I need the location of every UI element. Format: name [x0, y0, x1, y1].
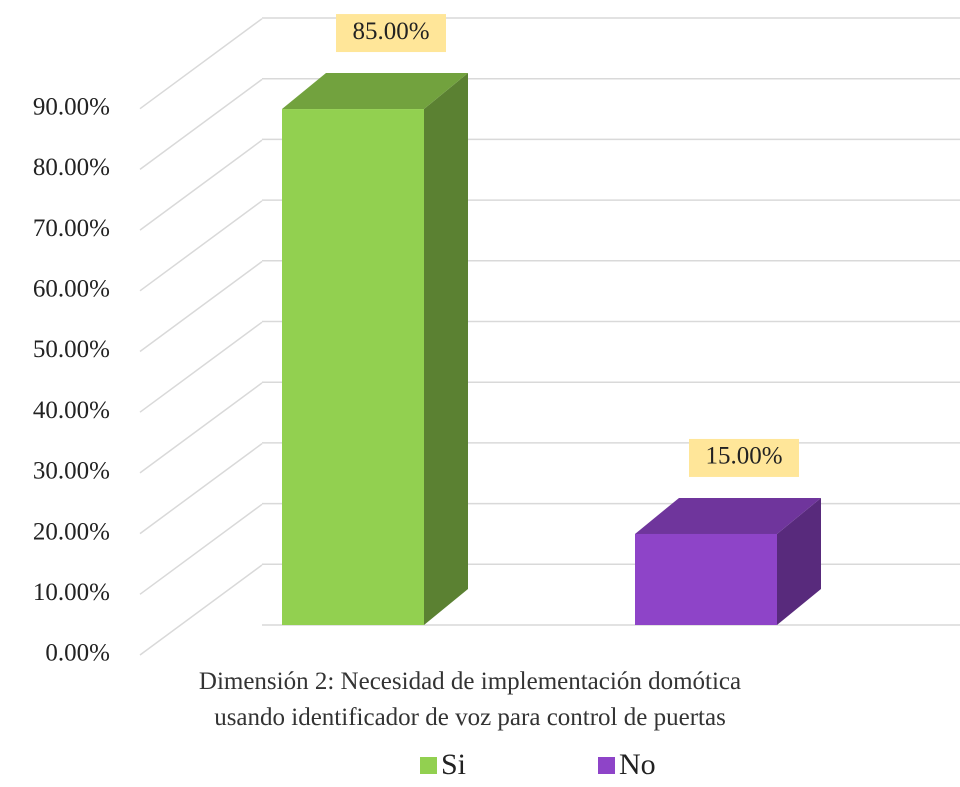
x-axis-category: Dimensión 2: Necesidad de implementación…: [198, 668, 742, 731]
value-label-box: [689, 438, 799, 477]
y-tick-label: 20.00%: [33, 518, 110, 545]
value-label-box: [336, 14, 446, 53]
legend-swatch: [598, 757, 615, 774]
y-tick-label: 70.00%: [33, 215, 110, 242]
y-tick-label: 30.00%: [33, 458, 110, 485]
grid-line-depth: [139, 139, 263, 231]
y-tick-label: 90.00%: [33, 93, 110, 120]
grid-line-depth: [139, 18, 263, 110]
grid-line-depth: [139, 564, 263, 656]
bar: [635, 533, 777, 625]
grid-line-depth: [139, 78, 263, 171]
grid-line-depth: [139, 442, 263, 535]
legend-label: No: [619, 748, 656, 781]
y-tick-label: 40.00%: [33, 397, 110, 424]
grid-line-depth: [139, 382, 263, 474]
y-tick-label: 80.00%: [33, 154, 110, 181]
bar-top: [282, 73, 468, 110]
bar: [282, 109, 424, 626]
bar-side: [424, 73, 468, 626]
grid-line-depth: [139, 260, 263, 353]
grid-line-depth: [139, 503, 263, 595]
grid-line-depth: [139, 200, 263, 292]
bar-side: [777, 497, 821, 625]
legend-label: Si: [441, 748, 466, 781]
value-label: 85.00%: [352, 18, 429, 45]
y-tick-label: 0.00%: [45, 640, 110, 667]
bar-top: [635, 497, 821, 534]
y-tick-label: 50.00%: [33, 336, 110, 363]
value-label: 15.00%: [705, 443, 782, 470]
legend-swatch: [420, 757, 437, 774]
y-tick-label: 10.00%: [33, 579, 110, 606]
grid-line-depth: [139, 321, 263, 413]
y-tick-label: 60.00%: [33, 276, 110, 303]
